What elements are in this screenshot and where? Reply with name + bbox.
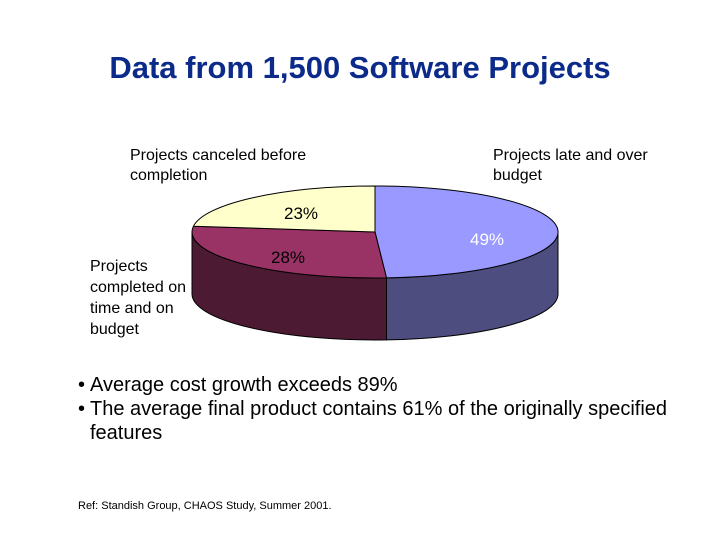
label-projects-late: Projects late and over budget: [493, 147, 648, 184]
label-projects-canceled: Projects canceled before completion: [130, 147, 307, 184]
pie-slice-canceled: [192, 185, 376, 233]
bullet-item: Average cost growth exceeds 89%: [78, 373, 698, 397]
pie-slice-completed: [191, 225, 388, 279]
slide-title: Data from 1,500 Software Projects: [109, 50, 611, 85]
pct-completed: 28%: [271, 248, 306, 267]
reference-note: Ref: Standish Group, CHAOS Study, Summer…: [78, 500, 332, 512]
pct-late: 49%: [470, 230, 505, 249]
bullet-item: The average final product contains 61% o…: [78, 397, 698, 445]
pie-slice-late: [374, 185, 559, 279]
pct-canceled: 23%: [284, 204, 319, 223]
label-projects-completed: Projects completed on time and on budget: [90, 258, 187, 338]
bullet-list: Average cost growth exceeds 89% The aver…: [78, 373, 698, 445]
